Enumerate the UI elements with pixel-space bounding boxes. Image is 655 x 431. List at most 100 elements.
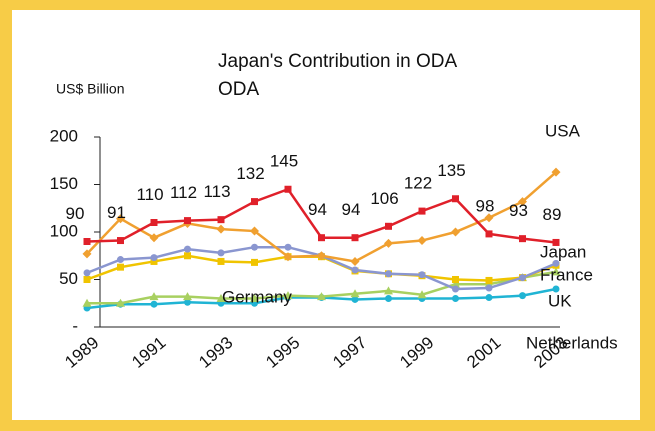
marker [551,267,561,276]
marker [452,295,459,302]
marker [183,292,192,301]
marker [385,270,392,278]
marker [385,222,392,230]
marker [83,276,91,283]
data-label: 91 [107,203,126,222]
marker [318,234,325,242]
marker [83,269,91,277]
marker [251,243,258,251]
marker [251,198,258,206]
marker [317,292,326,301]
y-axis-label: US$ Billion [56,81,124,97]
marker [82,249,92,259]
data-label: 93 [509,201,528,220]
marker [417,236,427,246]
y-tick-label: 200 [50,126,78,145]
marker [485,284,493,292]
marker [452,285,459,293]
data-label: 112 [170,183,197,202]
marker [251,258,258,266]
y-tick-label: - [72,316,78,335]
marker [250,226,259,236]
marker [217,257,225,265]
series-label: Netherlands [526,333,618,352]
marker [418,271,426,279]
marker [452,195,459,203]
marker [519,274,526,282]
marker [116,298,125,307]
marker [519,235,526,243]
marker [283,252,293,262]
marker [184,245,191,253]
marker [451,227,460,237]
marker [351,234,359,242]
marker [452,276,459,283]
marker [519,292,526,300]
marker [385,295,392,302]
marker [485,230,493,238]
marker [351,266,359,274]
series-label: Japan [540,242,586,261]
marker [150,219,158,226]
series-label: UK [548,291,572,310]
marker [350,256,360,266]
marker [317,251,326,261]
marker [350,289,360,298]
marker [117,263,124,271]
marker [484,213,494,223]
marker [552,238,560,246]
data-label: 122 [404,174,432,193]
chart-title: Japan's Contribution in ODA [218,51,457,72]
data-label: 90 [66,204,85,223]
marker [116,214,125,224]
marker [150,254,158,262]
marker [117,237,124,245]
marker [551,167,561,177]
data-label: 89 [543,205,562,224]
data-label: 106 [370,189,398,208]
data-label: 94 [342,200,361,219]
marker [485,294,493,302]
marker [283,291,293,300]
marker [351,295,359,303]
series-label: USA [545,121,581,140]
panel [12,10,640,420]
marker [552,285,560,293]
marker [83,238,91,245]
series-label: Germany [222,287,292,306]
chart-subtitle: ODA [218,79,260,100]
marker [552,259,560,267]
marker [384,286,393,295]
marker [184,298,191,306]
marker [217,216,225,224]
marker [184,252,191,260]
marker [284,185,292,193]
y-tick-label: 150 [50,174,78,193]
marker [217,249,225,257]
marker [384,238,393,248]
data-label: 145 [270,152,298,171]
marker [117,256,124,264]
data-label: 110 [136,185,163,204]
marker [149,233,159,243]
marker [250,294,259,302]
marker [216,294,226,302]
marker [451,279,460,288]
marker [149,292,159,301]
marker [418,207,426,215]
marker [150,257,158,265]
y-tick-label: 50 [59,269,78,288]
marker [284,243,292,251]
data-label: 98 [476,196,495,215]
marker [184,217,191,225]
data-label: 135 [437,161,465,180]
marker [150,300,158,308]
marker [485,276,493,284]
y-tick-label: 100 [50,221,78,240]
data-label: 113 [203,182,230,201]
marker [417,290,427,299]
data-label: 94 [308,200,327,219]
marker [518,197,527,207]
series-label: France [540,265,593,284]
